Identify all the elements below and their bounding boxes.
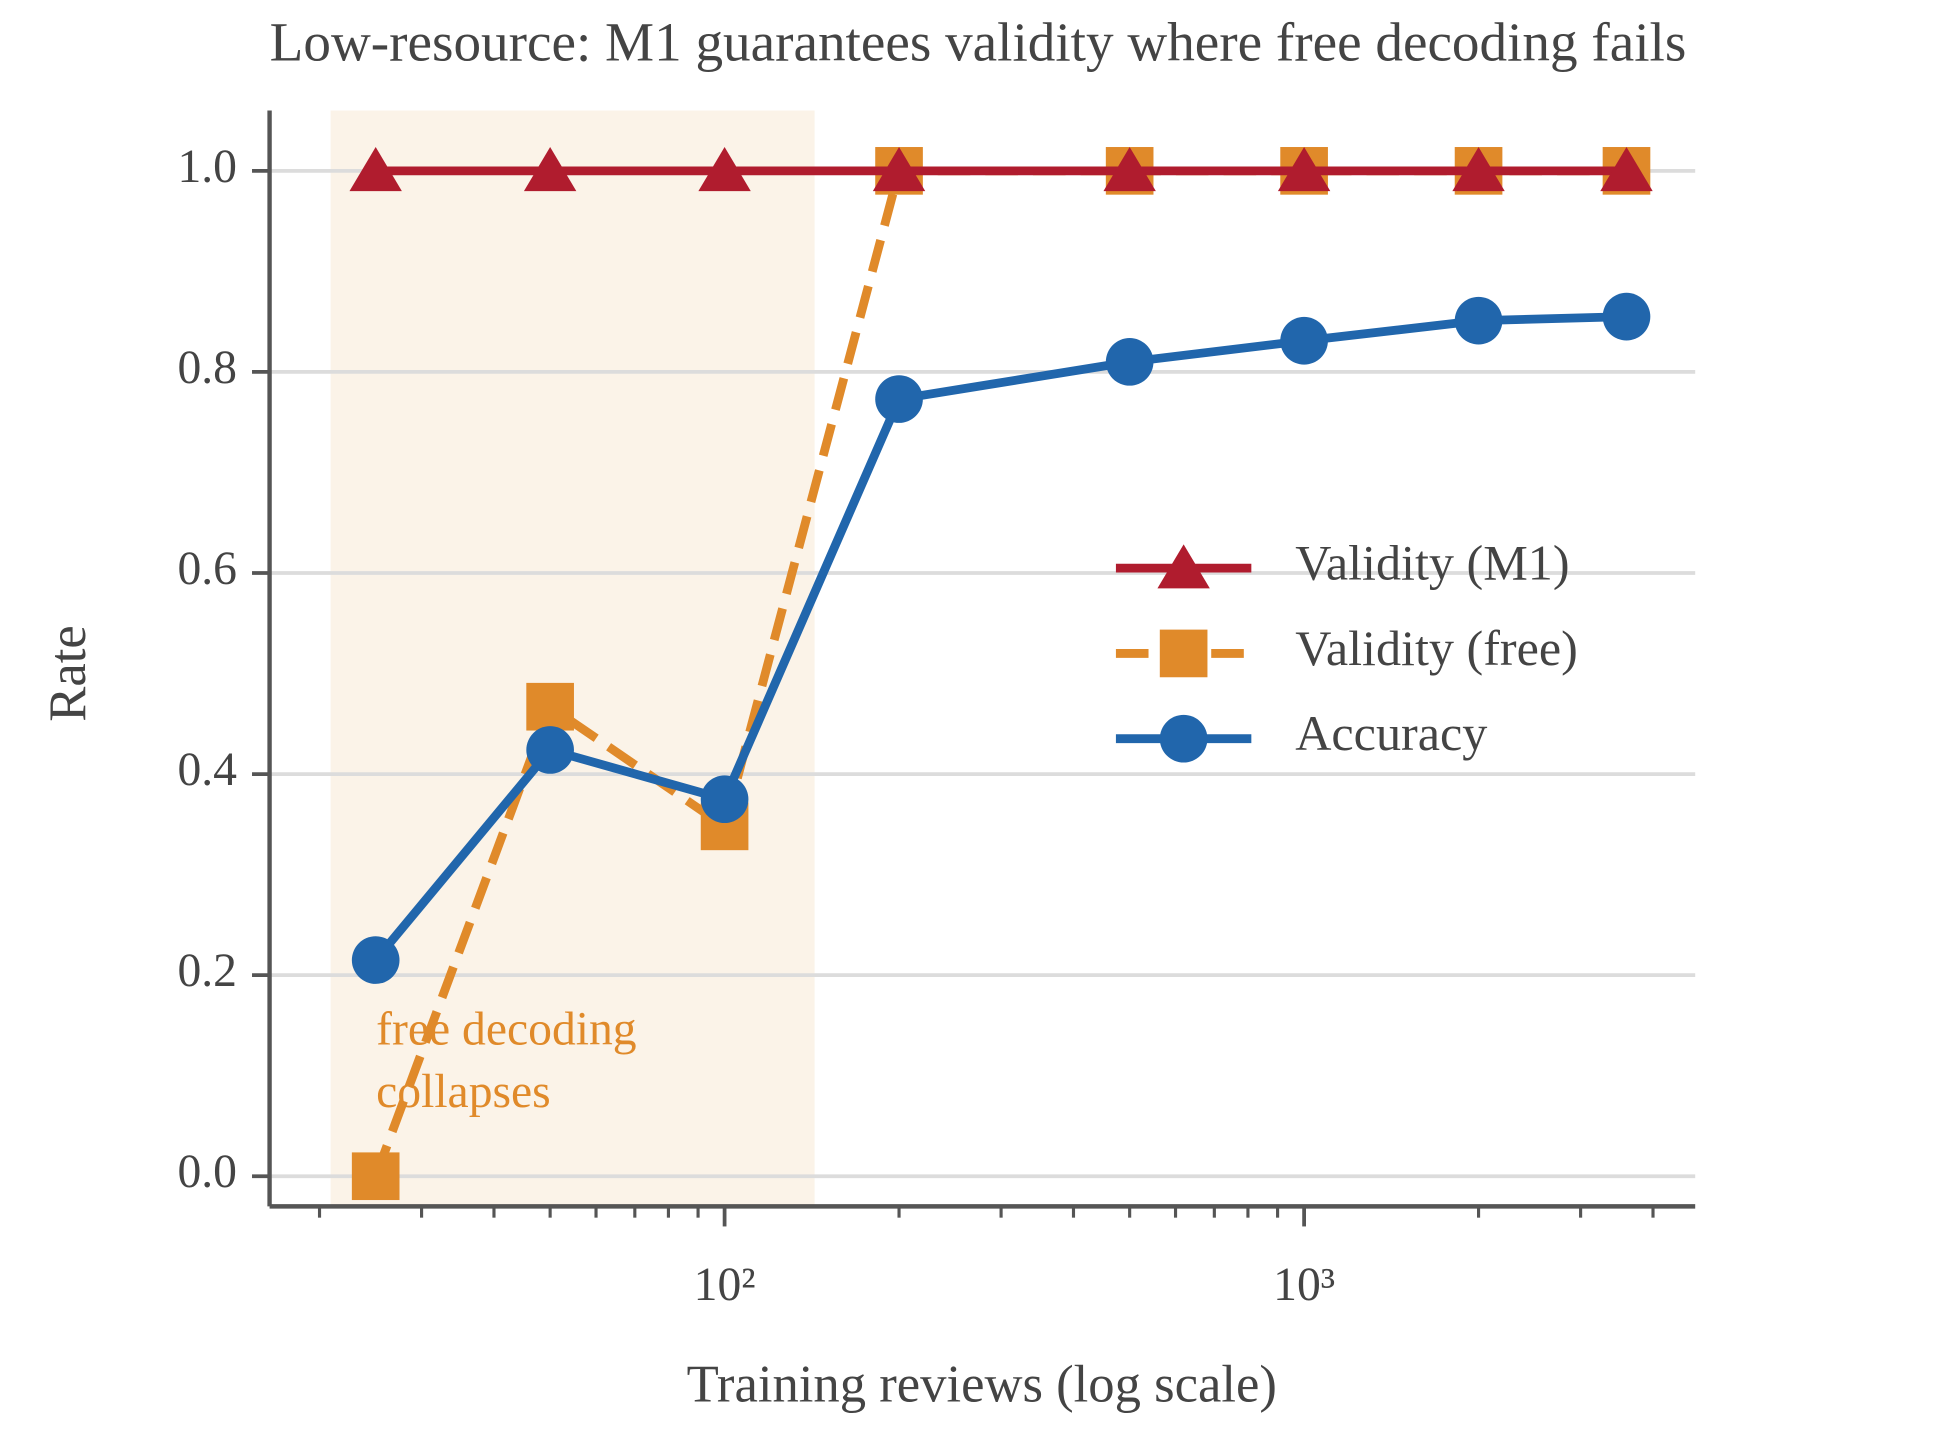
marker (1452, 147, 1505, 192)
marker (1280, 316, 1328, 365)
marker (700, 775, 749, 824)
y-axis-label: Rate (39, 625, 97, 722)
marker (872, 147, 926, 192)
marker (698, 147, 751, 192)
y-tick-label: 0.4 (177, 744, 237, 796)
chart-title: Low-resource: M1 guarantees validity whe… (270, 11, 1687, 72)
y-tick-label: 0.0 (177, 1146, 237, 1198)
y-tick-label: 0.6 (177, 543, 237, 595)
x-tick-label: 10² (694, 1259, 756, 1311)
legend-marker (1159, 714, 1208, 763)
legend-marker (1157, 544, 1210, 589)
marker (526, 682, 574, 731)
series-line (372, 312, 1627, 963)
legend-label: Accuracy (1295, 705, 1487, 761)
marker (526, 726, 574, 774)
annotation: free decoding (376, 1003, 636, 1055)
marker (875, 375, 923, 423)
y-tick-label: 0.8 (177, 342, 237, 394)
marker (1105, 338, 1154, 386)
marker (1277, 147, 1331, 192)
legend-marker (1159, 629, 1208, 678)
marker (1103, 147, 1156, 192)
marker (349, 147, 402, 192)
y-tick-label: 1.0 (177, 141, 237, 193)
marker (351, 1152, 400, 1201)
y-tick-label: 0.2 (177, 945, 237, 997)
legend-label: Validity (M1) (1295, 535, 1569, 591)
annotation: collapses (376, 1066, 551, 1118)
x-axis-label: Training reviews (log scale) (687, 1356, 1277, 1414)
highlight-region (330, 110, 815, 1207)
marker (1600, 147, 1653, 192)
marker (1602, 292, 1651, 341)
marker (523, 147, 577, 192)
marker (351, 936, 400, 984)
x-tick-label: 10³ (1273, 1259, 1335, 1311)
marker (1454, 296, 1503, 345)
legend-label: Validity (free) (1295, 620, 1578, 676)
